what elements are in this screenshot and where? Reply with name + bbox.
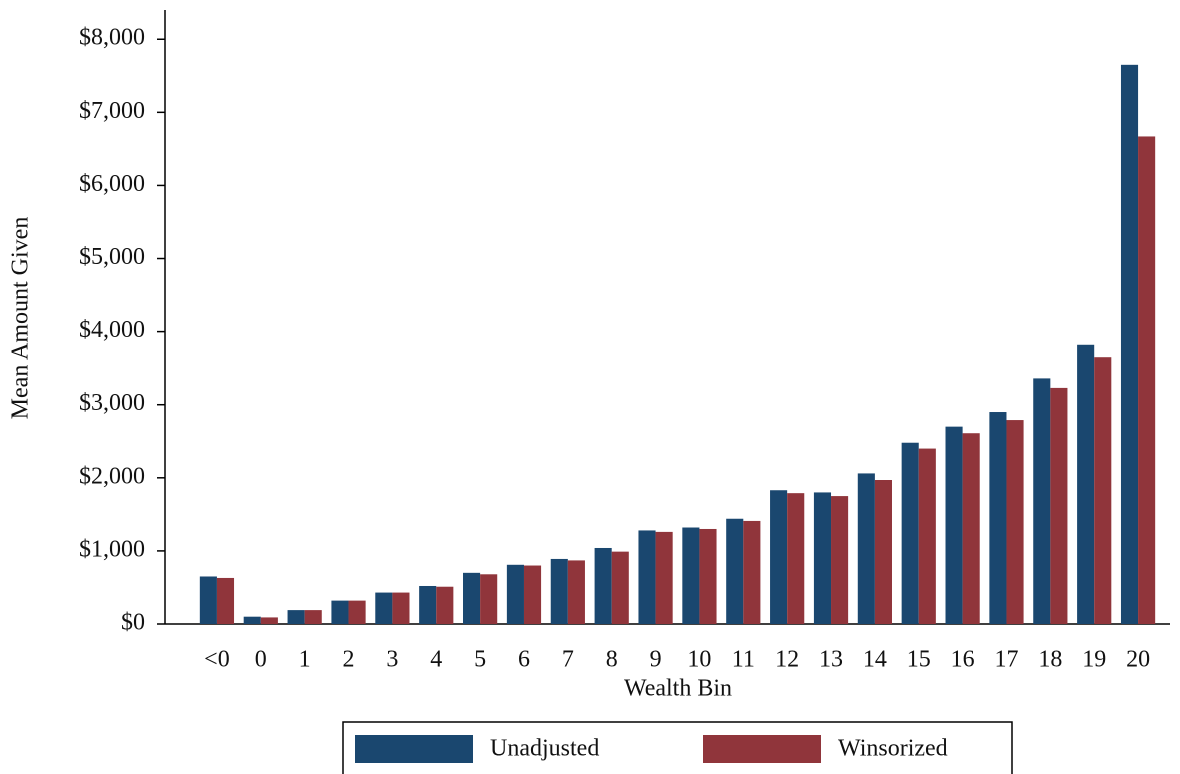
bar — [1094, 357, 1112, 624]
bar — [918, 448, 936, 624]
bar — [901, 442, 919, 624]
bar — [770, 490, 788, 624]
legend-label: Unadjusted — [490, 736, 599, 762]
bar — [743, 520, 761, 624]
bar — [1077, 344, 1095, 624]
y-tick-label: $6,000 — [79, 171, 145, 197]
bar — [962, 433, 980, 624]
bar — [392, 592, 410, 624]
y-tick-label: $8,000 — [79, 25, 145, 51]
bar — [682, 527, 700, 624]
bar — [331, 600, 349, 624]
x-tick-label: 1 — [299, 647, 311, 673]
y-tick-label: $7,000 — [79, 98, 145, 124]
bar — [1050, 387, 1068, 624]
bar — [550, 558, 568, 624]
bar — [945, 426, 963, 624]
x-tick-label: 4 — [430, 647, 442, 673]
bar — [199, 576, 217, 624]
bar — [699, 528, 717, 624]
bar — [348, 600, 366, 624]
x-tick-label: 20 — [1126, 647, 1150, 673]
legend-label: Winsorized — [838, 736, 948, 762]
legend-box — [342, 721, 1013, 774]
x-tick-label: <0 — [204, 647, 230, 673]
x-tick-label: 8 — [606, 647, 618, 673]
bar — [463, 572, 481, 624]
bar — [480, 574, 498, 624]
bar — [611, 551, 629, 624]
x-tick-label: 17 — [994, 647, 1018, 673]
x-tick-label: 12 — [775, 647, 799, 673]
x-axis-title: Wealth Bin — [624, 676, 732, 702]
legend-swatch — [703, 735, 821, 763]
bar — [216, 577, 235, 624]
bar — [1006, 420, 1024, 624]
y-tick-label: $1,000 — [79, 536, 145, 562]
x-tick-label: 2 — [343, 647, 355, 673]
x-tick-label: 18 — [1038, 647, 1062, 673]
bar — [436, 586, 454, 624]
y-tick-label: $2,000 — [79, 463, 145, 489]
bar — [857, 473, 875, 624]
x-tick-label: 6 — [518, 647, 530, 673]
bar — [260, 617, 278, 624]
bar — [813, 492, 832, 624]
bar — [243, 616, 261, 624]
bar — [594, 547, 612, 624]
bar — [523, 565, 542, 624]
x-tick-label: 15 — [907, 647, 931, 673]
bar — [638, 530, 656, 624]
bar — [726, 518, 744, 624]
bar — [655, 531, 673, 624]
bar — [874, 480, 892, 624]
legend-swatch — [355, 735, 473, 763]
bar — [567, 560, 585, 624]
y-axis-title: Mean Amount Given — [8, 217, 34, 420]
bar — [831, 496, 849, 624]
x-tick-label: 9 — [650, 647, 662, 673]
x-tick-label: 7 — [562, 647, 574, 673]
y-tick-label: $3,000 — [79, 390, 145, 416]
bar — [787, 493, 805, 624]
bar — [1120, 64, 1139, 625]
x-tick-label: 11 — [732, 647, 755, 673]
bar — [304, 610, 322, 624]
y-tick-label: $4,000 — [79, 317, 145, 343]
x-tick-label: 16 — [951, 647, 975, 673]
bar — [419, 585, 437, 624]
x-tick-label: 14 — [863, 647, 887, 673]
bar — [1138, 136, 1156, 624]
y-tick-label: $0 — [121, 610, 145, 636]
bar — [506, 564, 524, 624]
x-tick-label: 3 — [386, 647, 398, 673]
x-tick-label: 0 — [255, 647, 267, 673]
x-tick-label: 5 — [474, 647, 486, 673]
x-tick-label: 19 — [1082, 647, 1106, 673]
bar — [375, 592, 393, 624]
y-tick-label: $5,000 — [79, 244, 145, 270]
bar — [989, 412, 1007, 624]
x-tick-label: 13 — [819, 647, 843, 673]
bar — [287, 610, 305, 624]
x-tick-label: 10 — [687, 647, 711, 673]
bar — [1033, 378, 1051, 624]
